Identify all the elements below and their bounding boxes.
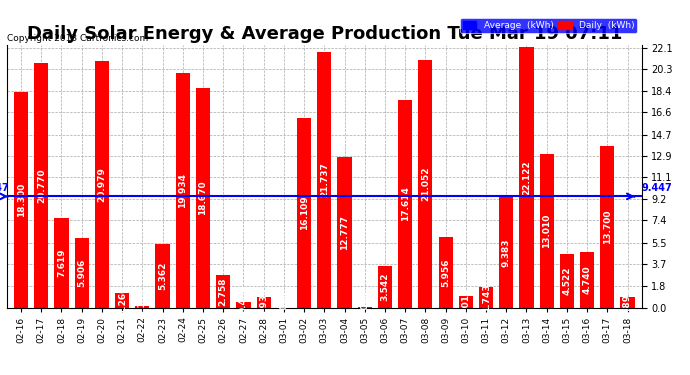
Text: 5.956: 5.956 (441, 258, 450, 287)
Bar (499, 197, 513, 308)
Bar (398, 100, 412, 308)
Text: 0.006: 0.006 (360, 290, 369, 318)
Text: 1.743: 1.743 (482, 283, 491, 312)
Bar (216, 275, 230, 308)
Bar (479, 287, 493, 308)
Text: 0.935: 0.935 (259, 288, 268, 316)
Bar (196, 88, 210, 308)
Title: Daily Solar Energy & Average Production Tue Mar 19 07:11: Daily Solar Energy & Average Production … (27, 26, 622, 44)
Bar (75, 238, 89, 308)
Text: 1.266: 1.266 (117, 286, 127, 314)
Text: 9.383: 9.383 (502, 238, 511, 267)
Bar (317, 52, 331, 308)
Text: 4.740: 4.740 (582, 266, 591, 294)
Bar (378, 266, 392, 308)
Text: 1.014: 1.014 (462, 287, 471, 316)
Bar (34, 63, 48, 308)
Text: 13.700: 13.700 (603, 210, 612, 244)
Text: 12.777: 12.777 (340, 215, 349, 250)
Text: 0.464: 0.464 (239, 284, 248, 313)
Text: 20.979: 20.979 (97, 167, 106, 202)
Text: 7.619: 7.619 (57, 248, 66, 277)
Text: 9.447: 9.447 (0, 183, 9, 193)
Text: 3.542: 3.542 (380, 272, 389, 301)
Text: 2.758: 2.758 (219, 277, 228, 306)
Bar (155, 244, 170, 308)
Text: Copyright 2013 Cartronics.com: Copyright 2013 Cartronics.com (7, 34, 148, 43)
Text: 21.052: 21.052 (421, 166, 430, 201)
Bar (297, 118, 311, 308)
Bar (560, 254, 574, 308)
Bar (418, 60, 433, 308)
Text: 13.010: 13.010 (542, 214, 551, 248)
Text: 16.109: 16.109 (299, 195, 308, 230)
Bar (176, 73, 190, 308)
Text: 17.614: 17.614 (401, 186, 410, 221)
Bar (459, 296, 473, 307)
Text: 21.737: 21.737 (319, 162, 329, 197)
Text: 0.000: 0.000 (279, 290, 288, 318)
Bar (580, 252, 594, 308)
Legend: Average  (kWh), Daily  (kWh): Average (kWh), Daily (kWh) (460, 18, 637, 33)
Bar (115, 292, 129, 308)
Text: 0.894: 0.894 (623, 288, 632, 316)
Bar (95, 61, 109, 308)
Text: 22.122: 22.122 (522, 160, 531, 195)
Text: 4.522: 4.522 (562, 267, 571, 295)
Bar (55, 218, 68, 308)
Text: 18.300: 18.300 (17, 183, 26, 217)
Bar (620, 297, 635, 307)
Text: 19.934: 19.934 (178, 173, 187, 208)
Text: 5.362: 5.362 (158, 262, 167, 290)
Bar (237, 302, 250, 307)
Bar (14, 92, 28, 308)
Text: 9.447: 9.447 (642, 183, 673, 193)
Bar (600, 146, 614, 308)
Text: 18.670: 18.670 (199, 180, 208, 215)
Text: 20.770: 20.770 (37, 168, 46, 202)
Bar (540, 154, 554, 308)
Bar (257, 297, 270, 307)
Bar (337, 157, 352, 308)
Text: 5.906: 5.906 (77, 259, 86, 287)
Bar (135, 306, 150, 308)
Bar (439, 237, 453, 308)
Bar (520, 47, 533, 308)
Text: 0.158: 0.158 (138, 288, 147, 316)
